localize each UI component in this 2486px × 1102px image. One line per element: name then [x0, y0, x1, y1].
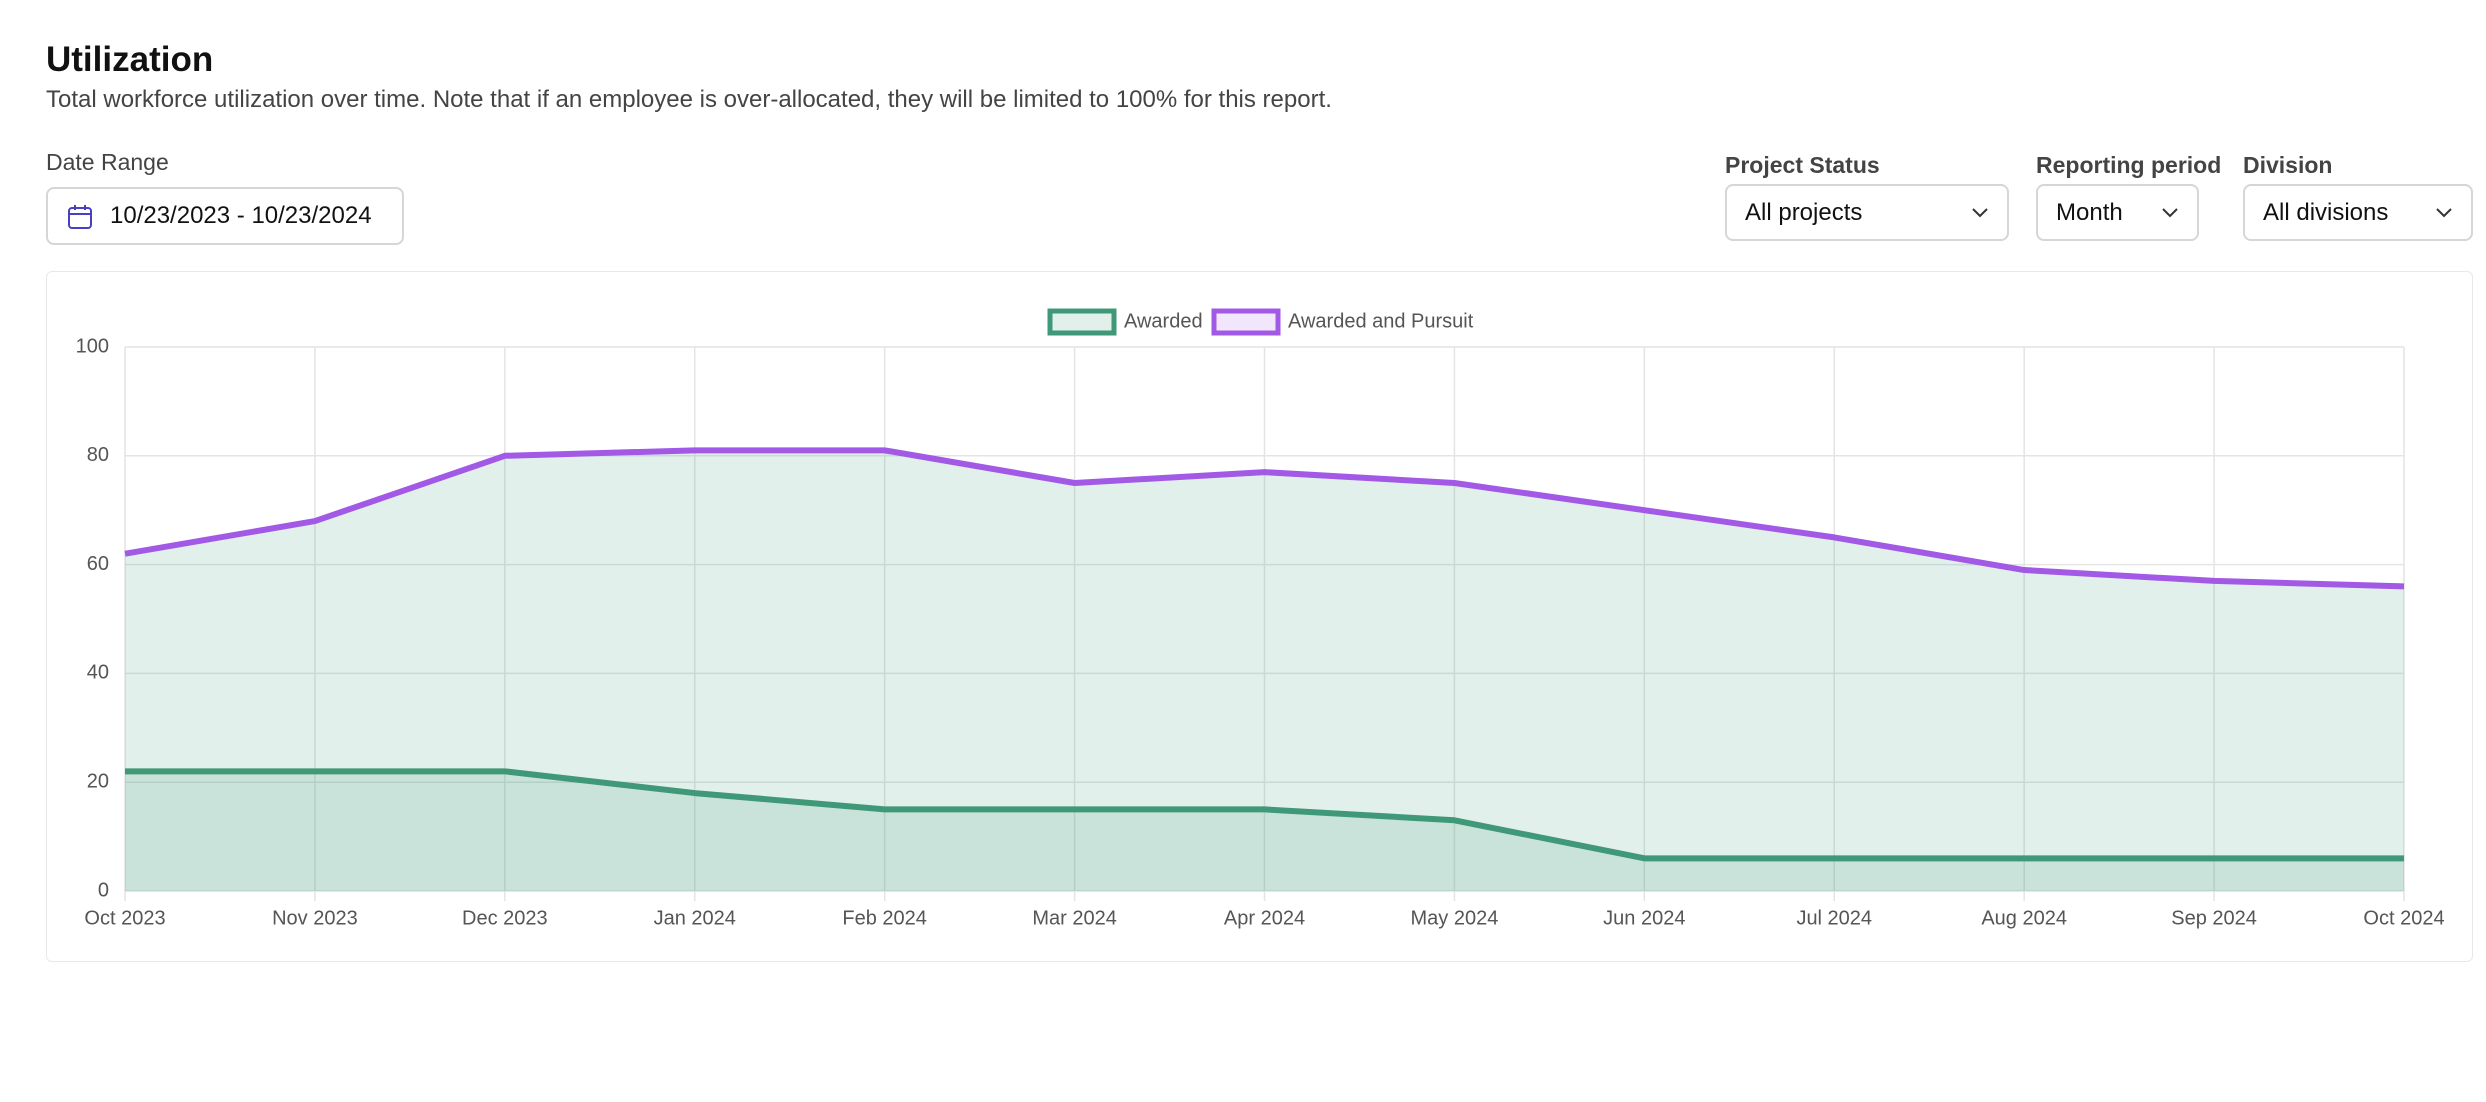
x-tick-label: May 2024: [1410, 907, 1498, 929]
select-value: All projects: [1745, 198, 1863, 226]
x-tick-label: Mar 2024: [1032, 907, 1117, 929]
select-value: Month: [2056, 198, 2123, 226]
x-tick-label: Feb 2024: [842, 907, 927, 929]
legend-label: Awarded: [1124, 310, 1203, 332]
chart-card: [46, 271, 2473, 962]
select-value: All divisions: [2263, 198, 2389, 226]
date-range-button[interactable]: 10/23/2023 - 10/23/2024: [46, 187, 404, 245]
y-tick-label: 20: [87, 770, 109, 792]
page-title: Utilization: [46, 40, 214, 79]
legend-swatch: [1047, 308, 1117, 336]
division-select[interactable]: All divisions: [2243, 184, 2473, 241]
filter-label: Date Range: [46, 149, 169, 175]
chevron: [1972, 208, 1988, 218]
y-tick-label: 0: [98, 879, 109, 901]
y-tick-label: 40: [87, 662, 109, 684]
chevron: [2436, 208, 2452, 218]
filter-label: Division: [2243, 152, 2333, 178]
x-tick-label: Nov 2023: [272, 907, 358, 929]
line: [125, 768, 2404, 862]
x-tick-label: Aug 2024: [1981, 907, 2067, 929]
x-tick-label: Apr 2024: [1224, 907, 1305, 929]
x-tick-label: Jun 2024: [1603, 907, 1685, 929]
legend-label: Awarded and Pursuit: [1288, 310, 1474, 332]
x-tick-label: Oct 2023: [84, 907, 165, 929]
x-tick-label: Oct 2024: [2363, 907, 2444, 929]
y-tick-label: 80: [87, 444, 109, 466]
filter-label: Project Status: [1725, 152, 1880, 178]
line: [124, 447, 2405, 590]
filter-label: Reporting period: [2036, 152, 2222, 178]
y-tick-label: 100: [76, 335, 109, 357]
x-tick-label: Jul 2024: [1796, 907, 1872, 929]
project-status-select[interactable]: All projects: [1725, 184, 2009, 241]
y-tick-label: 60: [87, 553, 109, 575]
chevron: [2162, 208, 2178, 218]
date-range-value: 10/23/2023 - 10/23/2024: [110, 202, 372, 229]
x-tick-label: Sep 2024: [2171, 907, 2257, 929]
reporting-period-select[interactable]: Month: [2036, 184, 2199, 241]
area: [125, 450, 2404, 891]
calendar-icon: [68, 205, 92, 229]
legend-swatch: [1211, 308, 1281, 336]
x-tick-label: Jan 2024: [654, 907, 736, 929]
page-description: Total workforce utilization over time. N…: [46, 86, 1332, 113]
x-tick-label: Dec 2023: [462, 907, 548, 929]
